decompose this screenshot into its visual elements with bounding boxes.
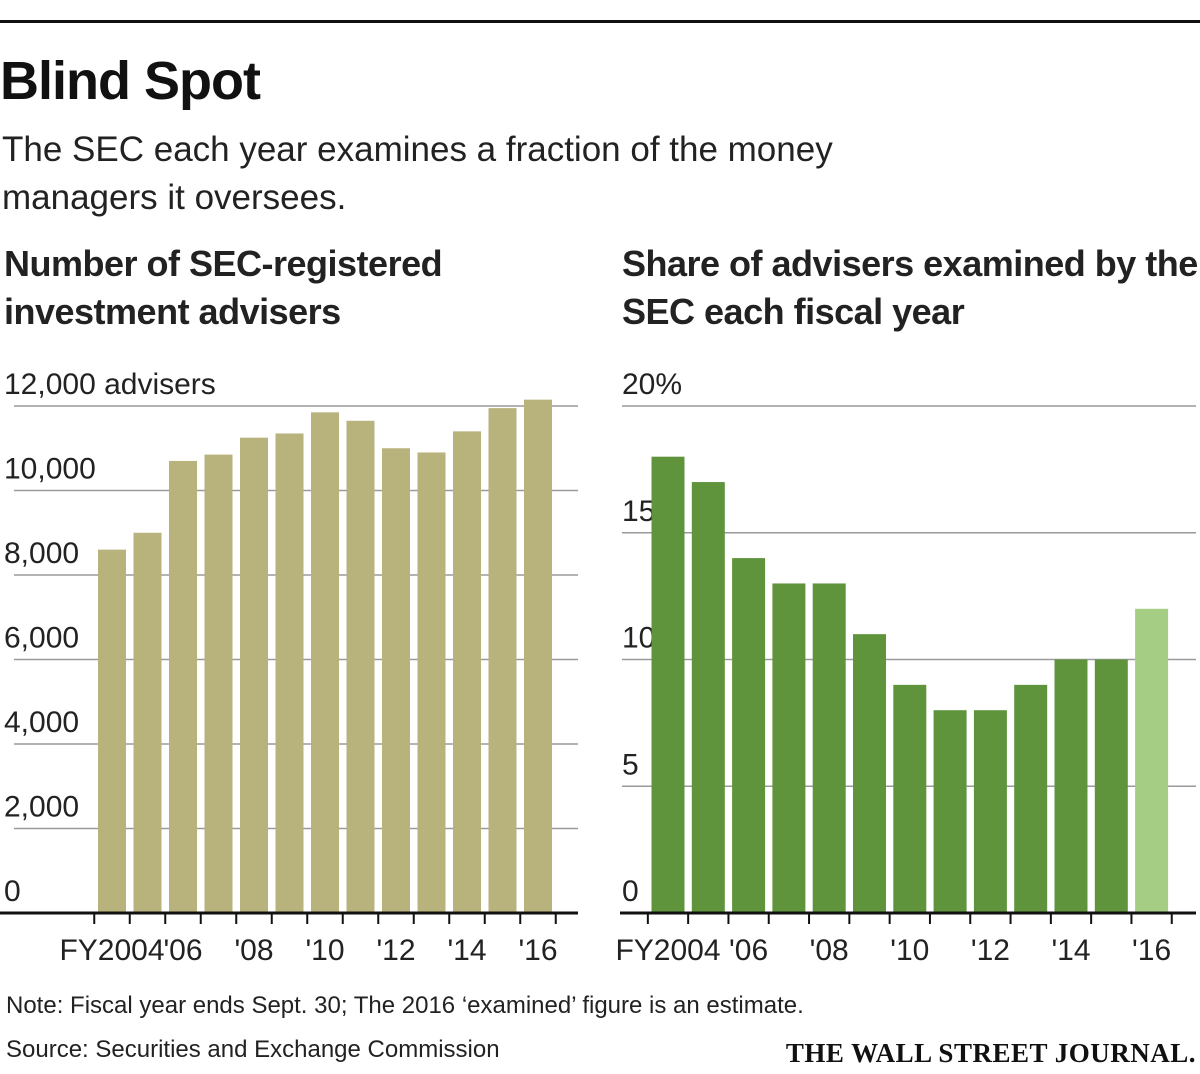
advisers-bar-2016: [524, 399, 552, 914]
advisers-x-tick-label: FY2004: [59, 934, 164, 967]
footnote: Note: Fiscal year ends Sept. 30; The 201…: [6, 992, 804, 1019]
examined-bar-2013: [1014, 684, 1048, 913]
examined-x-tick-label: '08: [810, 934, 849, 967]
advisers-x-tick-label: '12: [376, 934, 415, 967]
examined-share-bar-chart: 0 5 10 15 20% FY2004 '06 '08 '10 '12 '14 '16: [615, 368, 1196, 967]
advisers-bar-chart: 0 2,000 4,000 6,000 8,000 10,000 12,000 advise…: [0, 368, 578, 967]
advisers-bar-2007: [204, 454, 233, 913]
advisers-y-tick-label: 12,000 advisers: [4, 368, 216, 401]
advisers-x-tick-label: '14: [447, 934, 486, 967]
advisers-bar-2015: [488, 408, 517, 913]
right-panel-title: Share of advisers examined by the SEC ea…: [622, 243, 1198, 332]
left-panel-title: Number of SEC-registered investment advi…: [4, 243, 443, 332]
advisers-bar-2011: [346, 420, 375, 913]
examined-x-tick-label: '12: [971, 934, 1010, 967]
examined-x-tick-label: '10: [890, 934, 929, 967]
advisers-x-tick-label: '10: [305, 934, 344, 967]
examined-y-tick-label: 10: [622, 622, 655, 655]
examined-bar-2010: [893, 684, 927, 913]
advisers-bar-2012: [382, 448, 410, 913]
advisers-bar-2006: [169, 460, 197, 913]
examined-bar-FY2004: [651, 456, 685, 913]
source-line: Source: Securities and Exchange Commissi…: [6, 1036, 500, 1063]
advisers-bar-FY2004: [98, 549, 126, 913]
examined-x-tick-label: '16: [1132, 934, 1171, 967]
examined-bar-2011: [933, 710, 967, 913]
advisers-x-tick-label: '08: [234, 934, 273, 967]
advisers-bar-2009: [275, 433, 304, 913]
chart-subtitle: The SEC each year examines a fraction of…: [2, 130, 833, 217]
examined-bar-2012: [973, 710, 1007, 913]
top-rule: [0, 20, 1200, 23]
advisers-y-tick-label: 10,000: [4, 453, 96, 486]
advisers-y-tick-label: 4,000: [4, 706, 79, 739]
chart-title: Blind Spot: [0, 51, 261, 111]
advisers-bar-2005: [133, 532, 162, 913]
examined-bar-2015: [1094, 659, 1128, 913]
examined-x-tick-label: FY2004: [615, 934, 720, 967]
advisers-y-tick-label: 8,000: [4, 537, 79, 570]
examined-y-tick-label: 15: [622, 495, 655, 528]
examined-bar-2007: [772, 583, 806, 913]
advisers-x-tick-label: '16: [518, 934, 557, 967]
advisers-y-tick-label: 0: [4, 875, 21, 908]
examined-bar-2009: [853, 634, 886, 913]
examined-bar-2005: [691, 482, 725, 913]
advisers-y-tick-label: 2,000: [4, 791, 79, 824]
examined-y-tick-label: 0: [622, 875, 639, 908]
advisers-bar-2010: [311, 412, 339, 913]
examined-bar-2008: [812, 583, 846, 913]
examined-y-tick-label: 20%: [622, 368, 682, 401]
advisers-y-tick-label: 6,000: [4, 622, 79, 655]
examined-x-tick-label: '06: [729, 934, 768, 967]
advisers-bar-2008: [240, 437, 268, 913]
examined-y-tick-label: 5: [622, 748, 639, 781]
advisers-bar-2014: [453, 431, 481, 913]
advisers-x-tick-label: '06: [163, 934, 202, 967]
advisers-bar-2013: [417, 452, 446, 913]
examined-bar-2006: [732, 558, 766, 913]
examined-x-tick-label: '14: [1051, 934, 1090, 967]
examined-bar-2016: [1135, 608, 1169, 913]
publisher-logo: THE WALL STREET JOURNAL.: [785, 1038, 1196, 1068]
examined-bar-2014: [1054, 659, 1088, 913]
